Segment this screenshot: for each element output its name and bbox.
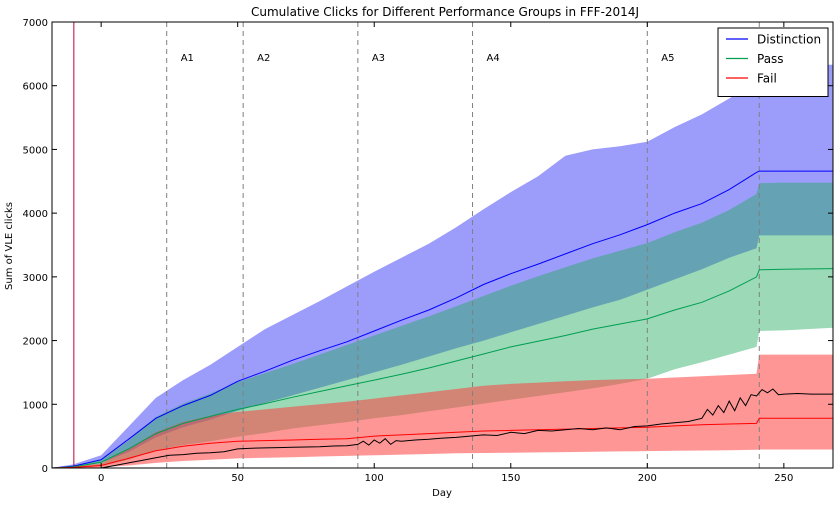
assessment-lines: A1 A2 A3 A4 A5 xyxy=(73,22,760,468)
confidence-band-2 xyxy=(52,354,833,468)
x-tick-label: 100 xyxy=(365,473,384,484)
x-axis-label: Day xyxy=(432,488,452,499)
assessment-label-A3: A3 xyxy=(372,53,385,64)
legend-label-distinction: Distinction xyxy=(757,33,821,47)
x-tick-label: 200 xyxy=(638,473,657,484)
series-line-fail xyxy=(51,417,833,469)
legend-label-fail: Fail xyxy=(757,72,777,86)
legend: Distinction Pass Fail xyxy=(717,27,829,97)
confidence-band-0 xyxy=(52,64,833,468)
y-tick-label: 7000 xyxy=(23,18,48,29)
series-lines xyxy=(51,170,834,469)
x-tick-label: 150 xyxy=(501,473,520,484)
series-line-pass xyxy=(51,268,834,469)
x-tick-label: 50 xyxy=(231,473,244,484)
y-axis-label: Sum of VLE clicks xyxy=(4,202,15,290)
y-tick-label: 6000 xyxy=(23,82,48,93)
y-tick-label: 4000 xyxy=(23,209,48,220)
confidence-band-1 xyxy=(52,182,833,468)
legend-label-pass: Pass xyxy=(757,52,784,66)
y-tick-label: 2000 xyxy=(23,337,48,348)
assessment-label-A2: A2 xyxy=(257,53,270,64)
assessment-label-A4: A4 xyxy=(487,53,500,64)
y-axis: 0 1000 2000 3000 4000 5000 6000 7000 xyxy=(23,18,833,475)
series-line-distinction xyxy=(51,170,833,469)
y-tick-label: 0 xyxy=(42,464,48,475)
y-tick-label: 1000 xyxy=(23,400,48,411)
assessment-label-A5: A5 xyxy=(661,53,674,64)
y-tick-label: 3000 xyxy=(23,273,48,284)
x-tick-label: 0 xyxy=(98,473,104,484)
series-line-unnamed-3 xyxy=(101,388,833,469)
x-axis: 0 50 100 150 200 250 xyxy=(98,22,793,484)
y-tick-label: 5000 xyxy=(23,145,48,156)
confidence-bands xyxy=(52,64,833,468)
assessment-label-A1: A1 xyxy=(181,53,194,64)
plot-frame xyxy=(51,21,834,469)
x-tick-label: 250 xyxy=(774,473,793,484)
chart-title: Cumulative Clicks for Different Performa… xyxy=(251,5,639,19)
